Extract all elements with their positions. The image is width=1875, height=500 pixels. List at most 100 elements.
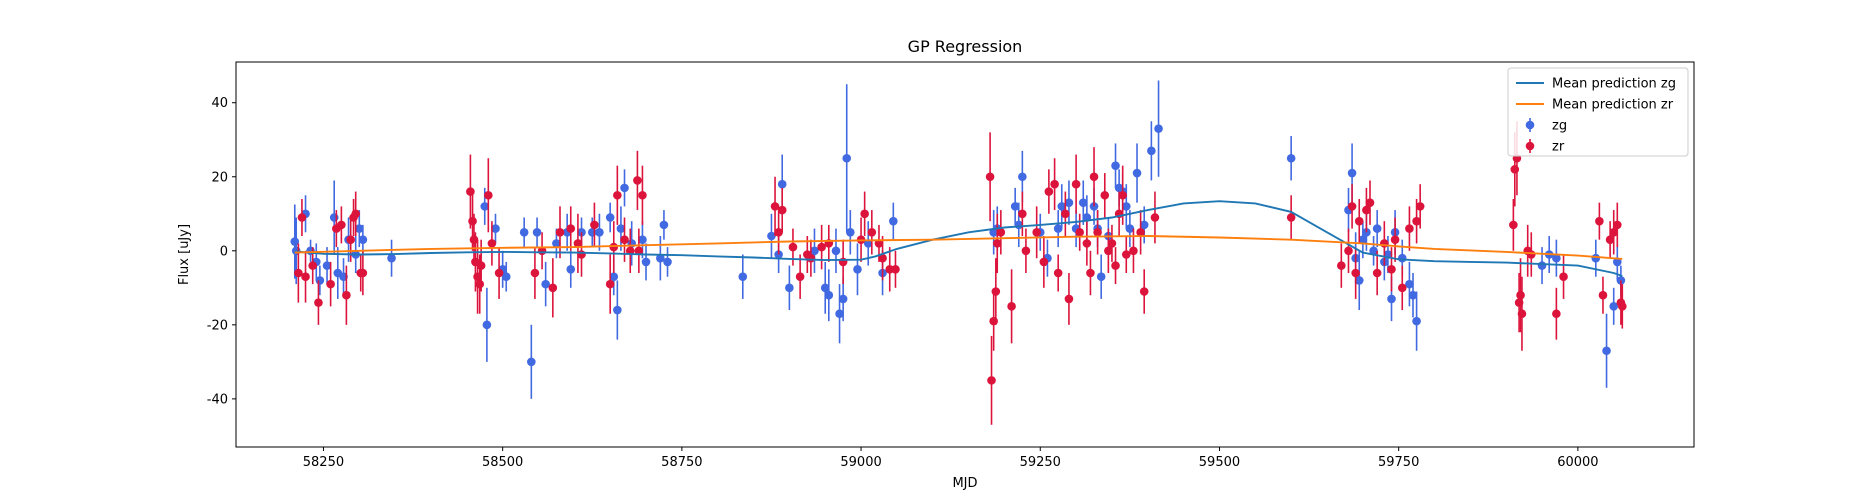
y-tick-label: -40 [207, 392, 228, 407]
data-point [342, 290, 351, 300]
data-point [491, 224, 500, 233]
data-point [633, 176, 642, 185]
data-point [1387, 265, 1396, 274]
chart-title: GP Regression [908, 37, 1023, 56]
y-tick-label: -20 [207, 318, 228, 333]
data-point [552, 239, 561, 248]
data-point [480, 202, 490, 211]
data-point [1021, 246, 1031, 256]
data-point [1412, 316, 1421, 326]
data-point [1517, 309, 1527, 319]
data-point [878, 253, 887, 263]
data-point [1369, 246, 1378, 256]
data-point [1010, 202, 1020, 211]
data-point [1121, 202, 1131, 211]
data-point [613, 305, 622, 315]
data-point [487, 239, 497, 248]
data-point [308, 261, 317, 270]
data-point [1354, 216, 1364, 226]
data-point [1150, 213, 1160, 222]
data-point [326, 279, 335, 289]
data-point [1050, 179, 1059, 189]
data-point [1598, 290, 1608, 300]
data-point [625, 246, 635, 256]
data-point [501, 272, 511, 282]
data-point [810, 246, 819, 256]
data-point [989, 316, 998, 326]
data-point [1337, 261, 1346, 270]
x-tick-label: 58250 [303, 455, 344, 470]
data-point [616, 224, 626, 233]
data-point [806, 253, 816, 263]
data-point [838, 294, 848, 304]
data-point [838, 257, 848, 267]
data-point [475, 279, 485, 289]
data-point [777, 179, 787, 189]
data-point [1093, 227, 1102, 237]
data-point [835, 309, 844, 319]
data-point [468, 216, 477, 226]
data-point [476, 261, 486, 270]
data-point [605, 279, 615, 289]
data-point [1136, 227, 1145, 237]
data-point [530, 268, 540, 278]
data-point [620, 183, 629, 193]
data-point [519, 227, 529, 237]
data-point [853, 265, 862, 274]
data-point [1064, 294, 1074, 304]
data-point [387, 253, 396, 263]
data-point [555, 227, 565, 237]
data-point [1039, 257, 1049, 267]
data-point [1552, 253, 1561, 263]
legend: Mean prediction zg Mean prediction zr zg zr [1507, 67, 1689, 157]
series-zr [294, 121, 1627, 425]
data-point [566, 265, 576, 274]
data-point [1387, 294, 1396, 304]
data-point [1064, 198, 1074, 207]
data-point [1018, 172, 1027, 182]
data-point [1405, 279, 1414, 289]
data-point [770, 202, 780, 211]
data-point [337, 220, 346, 230]
data-point [1595, 216, 1604, 226]
data-point [817, 242, 826, 252]
data-point [346, 235, 355, 244]
x-tick-label: 59750 [1378, 455, 1419, 470]
data-point [609, 242, 619, 252]
data-point [1061, 209, 1070, 219]
x-tick-label: 58750 [661, 455, 702, 470]
data-point [1559, 272, 1568, 282]
data-point [824, 290, 834, 300]
data-point [1082, 239, 1092, 248]
data-point [1096, 272, 1106, 282]
data-point [1347, 202, 1357, 211]
series-line-mean-prediction-zg [294, 200, 1623, 277]
data-point [1044, 187, 1054, 196]
data-point [605, 213, 615, 222]
data-point [294, 268, 303, 278]
data-point [985, 172, 995, 182]
data-point [1618, 302, 1627, 311]
data-point [1412, 216, 1421, 226]
data-point [1111, 161, 1120, 170]
data-point [1397, 253, 1407, 263]
data-point [1100, 190, 1110, 200]
series-layer [290, 80, 1627, 425]
x-axis: 58250 58500 58750 59000 59250 59500 59750 60000 [303, 447, 1599, 470]
data-point [1053, 224, 1063, 233]
data-point [1372, 224, 1382, 233]
data-point [842, 153, 852, 163]
data-point [1078, 198, 1088, 207]
data-point [1516, 290, 1525, 300]
data-point [1104, 246, 1113, 256]
data-point [860, 209, 869, 219]
data-point [1365, 198, 1375, 207]
y-tick-label: 0 [220, 244, 228, 259]
data-point [1362, 205, 1371, 215]
series-line-mean-prediction-zr [294, 235, 1623, 260]
data-point [1537, 261, 1547, 270]
y-tick-label: 40 [211, 96, 228, 111]
data-point [774, 227, 783, 237]
data-point [1509, 220, 1518, 230]
